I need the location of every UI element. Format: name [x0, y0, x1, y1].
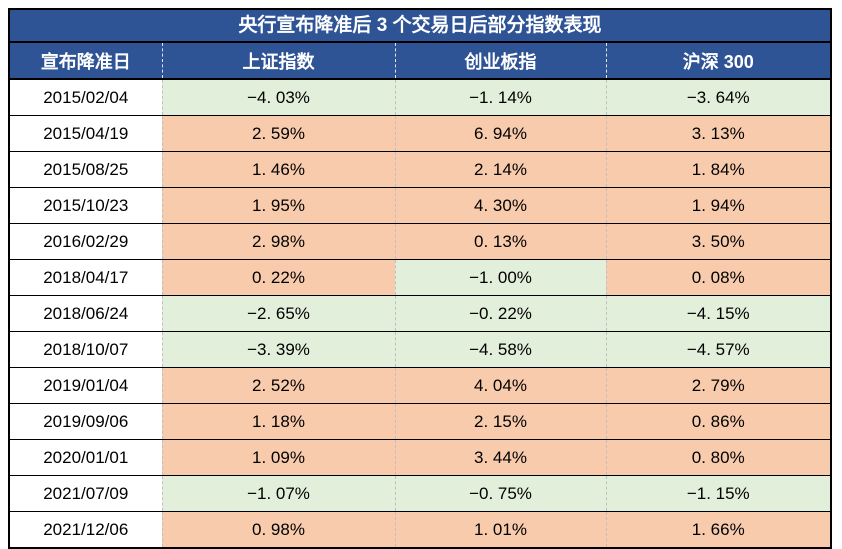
value-cell: 2. 14%	[394, 151, 606, 188]
value-cell: −4. 58%	[394, 331, 606, 368]
table-row: 2018/10/07 −3. 39% −4. 58% −4. 57%	[10, 331, 830, 368]
table-row: 2021/07/09 −1. 07% −0. 75% −1. 15%	[10, 475, 830, 512]
value-cell: 6. 94%	[394, 115, 606, 152]
value-cell: −3. 39%	[161, 331, 395, 368]
data-table: 宣布降准日 上证指数 创业板指 沪深 300 2015/02/04 −4. 03% −1.…	[10, 43, 830, 547]
date-cell: 2018/04/17	[10, 259, 162, 296]
value-cell: 1. 09%	[161, 439, 395, 476]
date-cell: 2015/04/19	[10, 115, 162, 152]
table-row: 2018/04/17 0. 22% −1. 00% 0. 08%	[10, 259, 830, 296]
date-cell: 2021/07/09	[10, 475, 162, 512]
value-cell: 2. 59%	[161, 115, 395, 152]
value-cell: −1. 00%	[394, 259, 606, 296]
value-cell: 1. 46%	[161, 151, 395, 188]
value-cell: 2. 79%	[605, 367, 830, 404]
date-cell: 2015/10/23	[10, 187, 162, 224]
value-cell: −1. 14%	[394, 79, 606, 116]
value-cell: 1. 18%	[161, 403, 395, 440]
table-row: 2015/08/25 1. 46% 2. 14% 1. 84%	[10, 151, 830, 188]
table-row: 2015/10/23 1. 95% 4. 30% 1. 94%	[10, 187, 830, 224]
column-header-1: 上证指数	[161, 43, 395, 80]
column-header-3: 沪深 300	[605, 43, 830, 80]
value-cell: −2. 65%	[161, 295, 395, 332]
table-row: 2020/01/01 1. 09% 3. 44% 0. 80%	[10, 439, 830, 476]
value-cell: 2. 52%	[161, 367, 395, 404]
value-cell: 3. 13%	[605, 115, 830, 152]
value-cell: 0. 22%	[161, 259, 395, 296]
table-body: 2015/02/04 −4. 03% −1. 14% −3. 64% 2015/04/1…	[10, 79, 830, 547]
header-row: 宣布降准日 上证指数 创业板指 沪深 300	[10, 43, 830, 80]
value-cell: 1. 95%	[161, 187, 395, 224]
date-cell: 2019/01/04	[10, 367, 162, 404]
date-cell: 2015/08/25	[10, 151, 162, 188]
value-cell: −4. 57%	[605, 331, 830, 368]
table-header: 宣布降准日 上证指数 创业板指 沪深 300	[10, 43, 830, 80]
table-title: 央行宣布降准后 3 个交易日后部分指数表现	[10, 10, 830, 43]
value-cell: 1. 94%	[605, 187, 830, 224]
value-cell: 0. 80%	[605, 439, 830, 476]
value-cell: 0. 98%	[161, 511, 395, 547]
value-cell: −1. 07%	[161, 475, 395, 512]
date-cell: 2021/12/06	[10, 511, 162, 547]
date-cell: 2018/06/24	[10, 295, 162, 332]
table-row: 2015/04/19 2. 59% 6. 94% 3. 13%	[10, 115, 830, 152]
value-cell: 1. 01%	[394, 511, 606, 547]
date-cell: 2019/09/06	[10, 403, 162, 440]
value-cell: −4. 03%	[161, 79, 395, 116]
value-cell: 2. 98%	[161, 223, 395, 260]
value-cell: 4. 04%	[394, 367, 606, 404]
value-cell: 3. 44%	[394, 439, 606, 476]
column-header-0: 宣布降准日	[10, 43, 162, 80]
value-cell: 1. 66%	[605, 511, 830, 547]
table-row: 2019/01/04 2. 52% 4. 04% 2. 79%	[10, 367, 830, 404]
table-row: 2019/09/06 1. 18% 2. 15% 0. 86%	[10, 403, 830, 440]
date-cell: 2020/01/01	[10, 439, 162, 476]
value-cell: 4. 30%	[394, 187, 606, 224]
table-row: 2018/06/24 −2. 65% −0. 22% −4. 15%	[10, 295, 830, 332]
value-cell: 2. 15%	[394, 403, 606, 440]
value-cell: 0. 86%	[605, 403, 830, 440]
indices-performance-table: 央行宣布降准后 3 个交易日后部分指数表现 宣布降准日 上证指数 创业板指 沪深 30…	[8, 8, 832, 549]
date-cell: 2016/02/29	[10, 223, 162, 260]
value-cell: −4. 15%	[605, 295, 830, 332]
value-cell: −0. 75%	[394, 475, 606, 512]
date-cell: 2015/02/04	[10, 79, 162, 116]
value-cell: 1. 84%	[605, 151, 830, 188]
value-cell: 0. 08%	[605, 259, 830, 296]
value-cell: −3. 64%	[605, 79, 830, 116]
table-row: 2016/02/29 2. 98% 0. 13% 3. 50%	[10, 223, 830, 260]
value-cell: −0. 22%	[394, 295, 606, 332]
table-row: 2015/02/04 −4. 03% −1. 14% −3. 64%	[10, 79, 830, 116]
value-cell: −1. 15%	[605, 475, 830, 512]
date-cell: 2018/10/07	[10, 331, 162, 368]
column-header-2: 创业板指	[394, 43, 606, 80]
value-cell: 0. 13%	[394, 223, 606, 260]
table-row: 2021/12/06 0. 98% 1. 01% 1. 66%	[10, 511, 830, 547]
value-cell: 3. 50%	[605, 223, 830, 260]
